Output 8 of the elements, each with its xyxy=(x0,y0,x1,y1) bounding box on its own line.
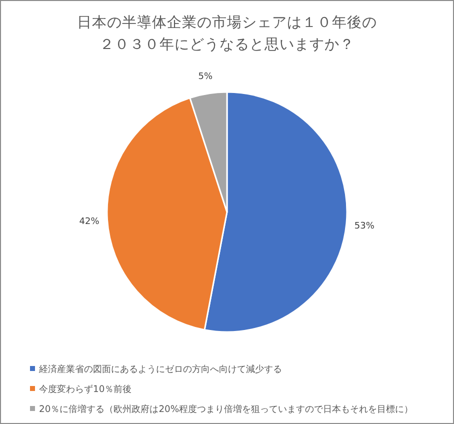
legend-label: 20％に倍増する（欧州政府は20%程度つまり倍増を狙っていますので日本もそれを目標に） xyxy=(39,404,414,415)
legend-label: 経済産業省の図面にあるようにゼロの方向へ向けて減少する xyxy=(39,364,282,375)
title: 日本の半導体企業の市場シェアは１０年後の xyxy=(77,15,377,31)
title: ２０３０年にどうなると思いますか？ xyxy=(100,37,354,53)
data-label: 5% xyxy=(198,72,213,82)
data-label: 53% xyxy=(354,221,374,232)
data-label: 42% xyxy=(79,217,100,228)
legend-label: 今度変わらず10％前後 xyxy=(39,384,132,395)
